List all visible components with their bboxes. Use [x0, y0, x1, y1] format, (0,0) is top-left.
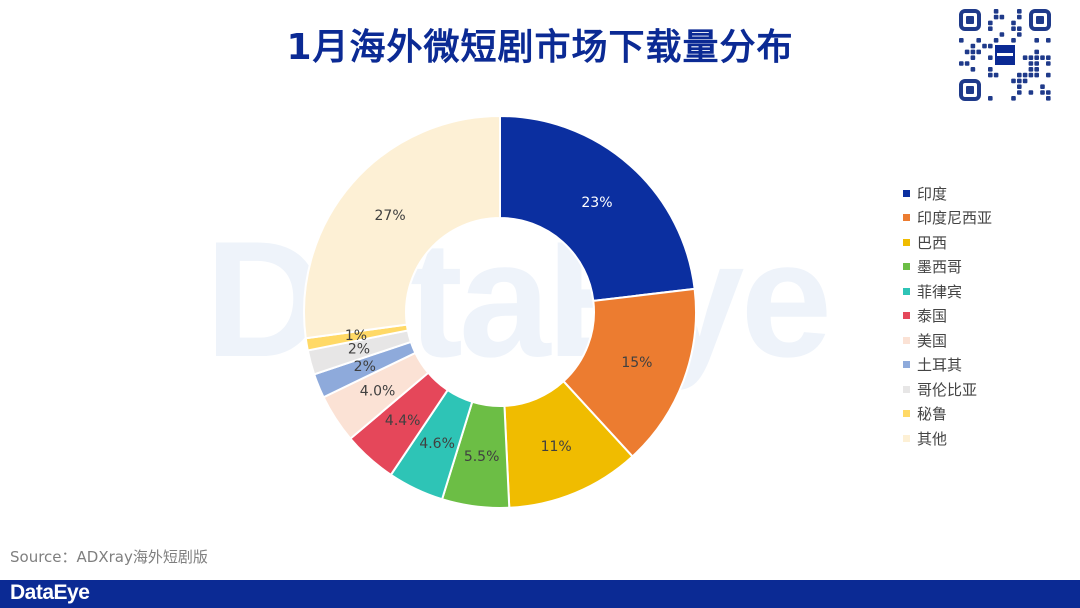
- legend-label: 印度尼西亚: [917, 209, 993, 228]
- legend-swatch: [903, 434, 910, 442]
- legend-item: 印度: [903, 181, 992, 206]
- slice-1: [499, 114, 696, 303]
- legend-item: 巴西: [903, 230, 992, 255]
- legend-label: 其他: [917, 429, 948, 448]
- slice-label-3: 11%: [541, 439, 572, 455]
- qr-code-icon: [955, 5, 1055, 105]
- legend-item: 土耳其: [903, 353, 992, 378]
- legend-item: 哥伦比亚: [903, 377, 992, 402]
- legend-swatch: [903, 263, 910, 271]
- legend-swatch: [903, 214, 910, 222]
- legend-label: 印度: [917, 184, 948, 203]
- legend-item: 其他: [903, 426, 992, 451]
- slice-label-2: 15%: [621, 355, 652, 371]
- legend-item: 美国: [903, 328, 992, 353]
- slice-11: [303, 114, 501, 340]
- chart-title: 1月海外微短剧市场下载量分布: [286, 27, 794, 68]
- legend-item: 印度尼西亚: [903, 206, 992, 231]
- legend-swatch: [903, 336, 910, 344]
- legend-swatch: [903, 287, 910, 295]
- legend-item: 秘鲁: [903, 402, 992, 427]
- legend-label: 秘鲁: [917, 405, 948, 424]
- legend-label: 墨西哥: [917, 258, 963, 277]
- slice-label-10: 1%: [345, 328, 367, 344]
- slice-label-11: 27%: [375, 208, 406, 224]
- chart-legend: 印度印度尼西亚巴西墨西哥菲律宾泰国美国土耳其哥伦比亚秘鲁其他: [903, 181, 992, 451]
- legend-label: 土耳其: [917, 356, 963, 375]
- legend-item: 墨西哥: [903, 255, 992, 280]
- legend-swatch: [903, 312, 910, 320]
- legend-label: 巴西: [917, 233, 948, 252]
- legend-label: 菲律宾: [917, 282, 963, 301]
- legend-swatch: [903, 361, 910, 369]
- slice-label-4: 5.5%: [464, 449, 500, 465]
- slice-label-8: 2%: [354, 359, 376, 375]
- slice-label-1: 23%: [581, 195, 612, 211]
- legend-item: 泰国: [903, 304, 992, 329]
- legend-label: 泰国: [917, 307, 948, 326]
- legend-swatch: [903, 410, 910, 418]
- legend-swatch: [903, 385, 910, 393]
- legend-label: 美国: [917, 331, 948, 350]
- legend-label: 哥伦比亚: [917, 380, 978, 399]
- legend-swatch: [903, 238, 910, 246]
- source-note: Source：ADXray海外短剧版: [10, 548, 208, 566]
- slice-label-9: 2%: [348, 342, 370, 358]
- legend-swatch: [903, 189, 910, 197]
- slice-label-7: 4.0%: [360, 384, 396, 400]
- footer-bar: DataEye: [0, 580, 1080, 608]
- dataeye-logo: DataEye: [10, 581, 90, 604]
- slice-label-5: 4.6%: [419, 436, 455, 452]
- legend-item: 菲律宾: [903, 279, 992, 304]
- slice-label-6: 4.4%: [385, 413, 421, 429]
